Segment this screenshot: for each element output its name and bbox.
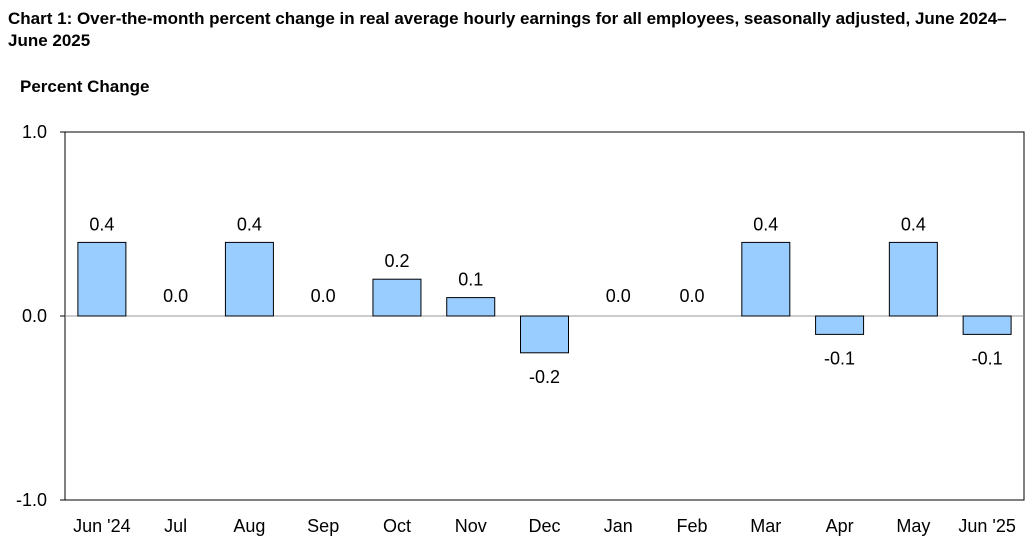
x-tick-label: Apr	[826, 516, 854, 536]
bar	[962, 315, 1012, 335]
x-tick-label: Feb	[677, 516, 708, 536]
y-tick-label: 1.0	[22, 122, 47, 142]
data-label: 0.2	[384, 251, 409, 271]
bar	[520, 315, 569, 354]
y-tick-label: 0.0	[22, 306, 47, 326]
bar	[815, 315, 865, 335]
bar	[446, 297, 496, 317]
data-label: -0.1	[824, 348, 855, 368]
y-axis-label: Percent Change	[20, 77, 150, 96]
data-label: -0.2	[529, 367, 560, 387]
data-label: 0.4	[89, 214, 114, 234]
bar	[224, 241, 274, 317]
data-label: 0.4	[901, 214, 926, 234]
x-tick-label: Nov	[455, 516, 487, 536]
x-tick-label: Mar	[750, 516, 781, 536]
bar	[77, 241, 127, 317]
x-tick-label: Jun '25	[958, 516, 1015, 536]
data-label: 0.1	[458, 270, 483, 290]
data-label: 0.4	[237, 214, 262, 234]
bar	[741, 241, 791, 317]
bar	[372, 278, 422, 317]
x-tick-label: Oct	[383, 516, 411, 536]
x-tick-label: Jul	[164, 516, 187, 536]
data-label: 0.4	[753, 214, 778, 234]
data-label: 0.0	[163, 286, 188, 306]
data-label: 0.0	[311, 286, 336, 306]
x-tick-label: Dec	[528, 516, 560, 536]
bar	[888, 241, 938, 317]
data-label: 0.0	[680, 286, 705, 306]
x-tick-label: Aug	[233, 516, 265, 536]
x-tick-label: May	[896, 516, 930, 536]
x-tick-label: Jun '24	[73, 516, 130, 536]
data-label: -0.1	[972, 348, 1003, 368]
y-tick-label: -1.0	[16, 490, 47, 510]
data-label: 0.0	[606, 286, 631, 306]
x-tick-label: Sep	[307, 516, 339, 536]
chart-title: Chart 1: Over-the-month percent change i…	[8, 9, 1007, 50]
x-tick-label: Jan	[604, 516, 633, 536]
